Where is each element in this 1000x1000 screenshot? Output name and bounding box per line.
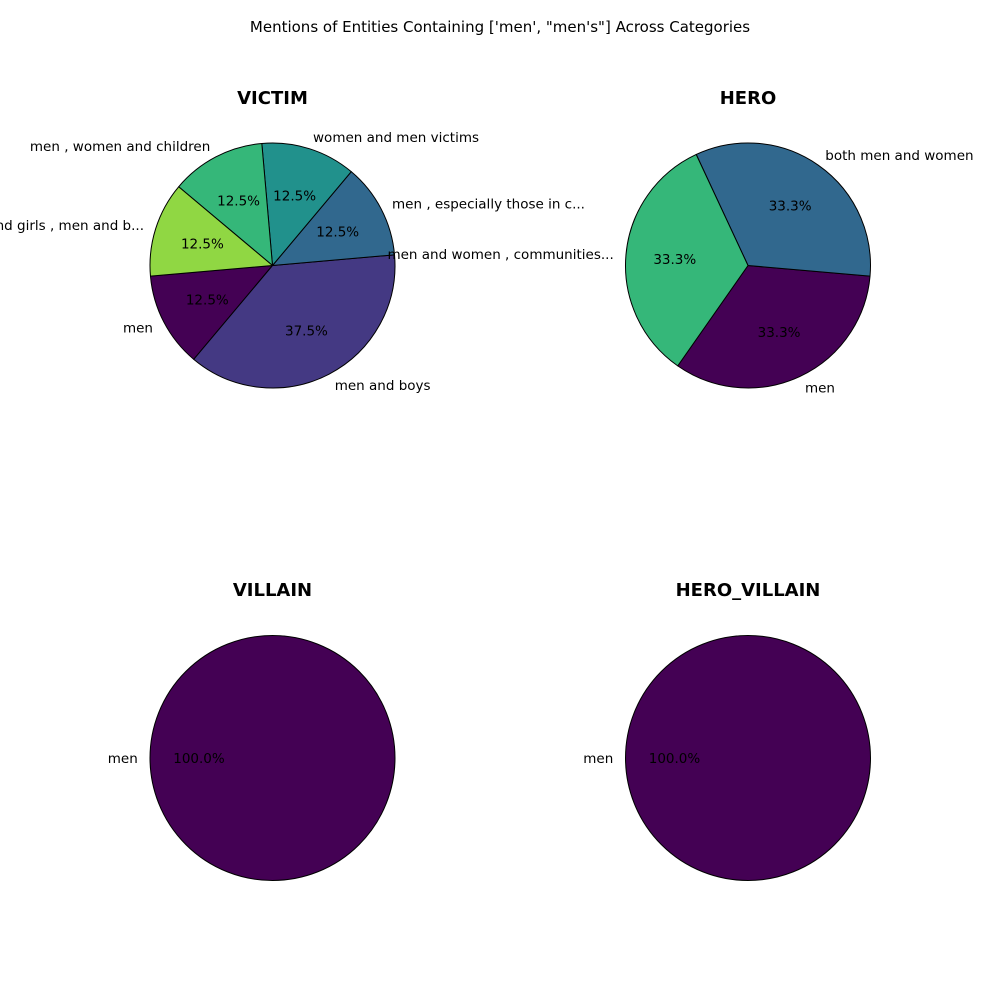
- pie-pct-label: 33.3%: [653, 252, 696, 268]
- pie-slice-hero-1: [695, 142, 871, 277]
- pie-slice-hero-2: [625, 153, 749, 367]
- pie-slice-victim-3: [261, 142, 352, 266]
- pie-chart-victim: VICTIM 12.5% men 37.5% men and boys 12.5% men …: [0, 88, 585, 394]
- pie-slice-victim-4: [178, 142, 273, 266]
- pie-title: VILLAIN: [233, 580, 312, 601]
- pie-chart-hero-villain: HERO_VILLAIN 100.0% men: [583, 580, 871, 881]
- pie-chart-hero: HERO 33.3% men 33.3% both men and women 33.3%…: [387, 88, 973, 397]
- pie-slice-label: women and girls , men and b...: [0, 218, 144, 234]
- pie-slice-hero-villain-0: [625, 635, 871, 881]
- pie-slice-label: men: [583, 751, 613, 767]
- pie-slice-label: men , women and children: [30, 139, 210, 155]
- pie-slice-label: men and women , communities...: [387, 247, 613, 263]
- pie-title: HERO: [720, 88, 777, 109]
- pie-slice-victim-0: [149, 265, 273, 360]
- pie-slice-label: men: [805, 381, 835, 397]
- figure-title: Mentions of Entities Containing ['men', …: [250, 18, 750, 36]
- pie-pct-label: 100.0%: [173, 751, 225, 767]
- pie-pct-label: 37.5%: [285, 324, 328, 340]
- pie-pct-label: 12.5%: [316, 225, 359, 241]
- pie-pct-label: 33.3%: [758, 325, 801, 341]
- pie-slice-label: men: [108, 751, 138, 767]
- pie-title: VICTIM: [237, 88, 308, 109]
- pie-title: HERO_VILLAIN: [676, 580, 821, 601]
- pie-slice-hero-0: [677, 265, 871, 389]
- pie-pct-label: 12.5%: [186, 292, 229, 308]
- pie-slice-label: both men and women: [825, 148, 973, 164]
- pie-slice-label: men and boys: [335, 378, 431, 394]
- pie-pct-label: 100.0%: [649, 751, 701, 767]
- pie-pct-label: 12.5%: [273, 188, 316, 204]
- pie-pct-label: 33.3%: [769, 198, 812, 214]
- pie-slice-victim-2: [272, 171, 396, 266]
- pie-chart-villain: VILLAIN 100.0% men: [108, 580, 396, 881]
- pie-slice-label: women and men victims: [313, 130, 479, 146]
- pie-slice-victim-1: [193, 254, 396, 389]
- pie-slice-label: men: [123, 321, 153, 337]
- pie-pct-label: 12.5%: [217, 193, 260, 209]
- pie-slice-victim-5: [149, 186, 273, 277]
- pie-charts: VICTIM 12.5% men 37.5% men and boys 12.5% men …: [0, 88, 974, 881]
- pie-slice-label: men , especially those in c...: [392, 196, 585, 212]
- pie-slice-villain-0: [149, 635, 396, 881]
- pie-pct-label: 12.5%: [181, 236, 224, 252]
